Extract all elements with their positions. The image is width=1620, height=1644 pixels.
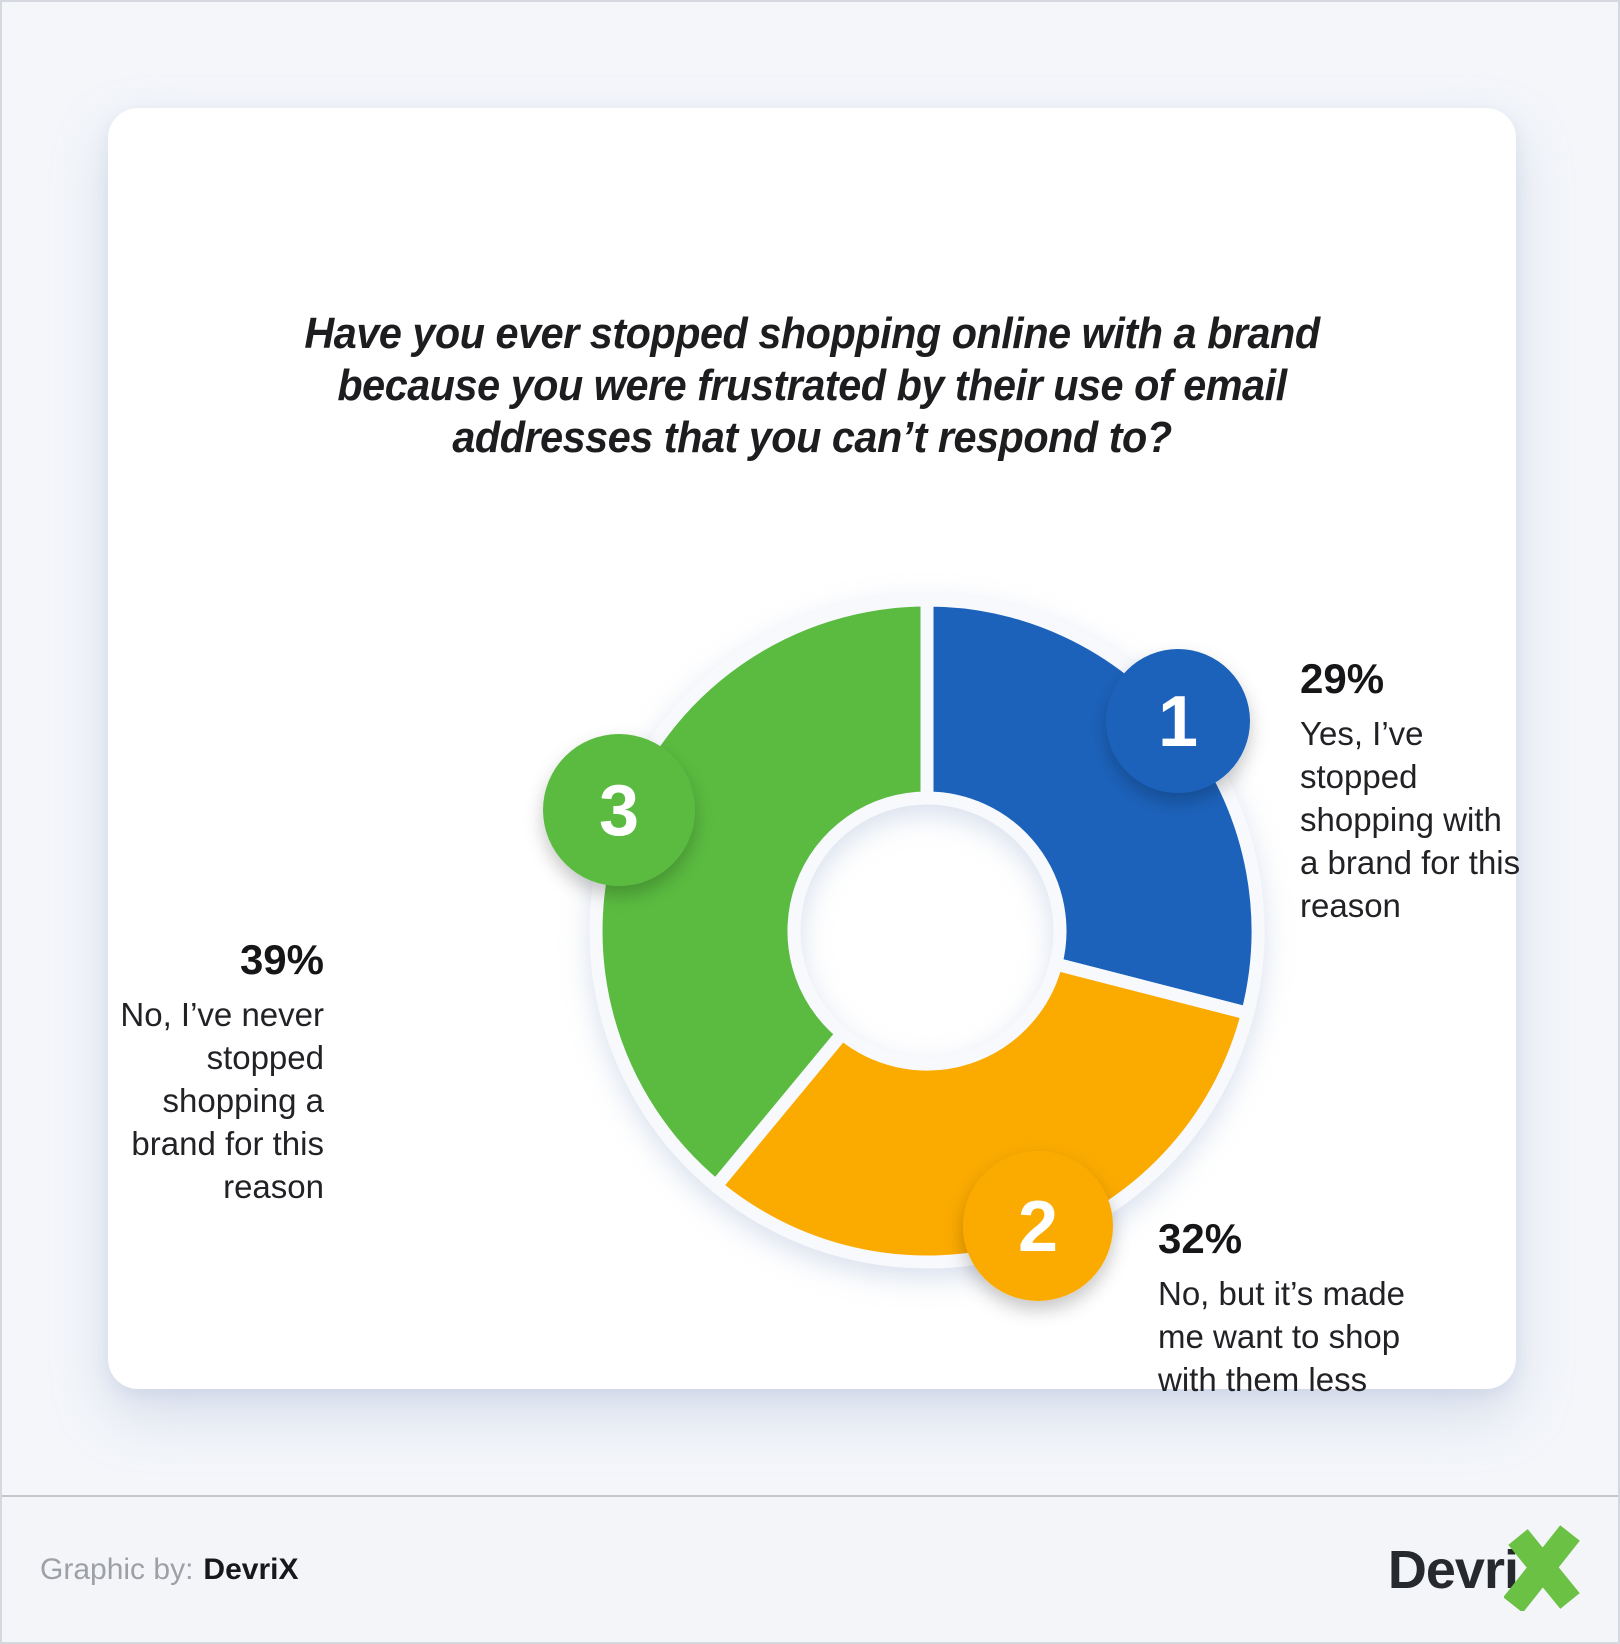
badge-number-1: 1	[1158, 682, 1198, 762]
segment-3-percent: 39%	[239, 936, 324, 983]
devrix-logo-word: Devri	[1387, 1539, 1519, 1600]
segment-1-yes-stopped	[920, 593, 1265, 1020]
segment-3-never-stopped	[589, 593, 934, 1193]
badge-number-2: 2	[1018, 1187, 1058, 1267]
badge-circle-2	[963, 1151, 1113, 1301]
badge-circle-3	[543, 734, 695, 886]
chart-title: Have you ever stopped shopping online wi…	[150, 308, 1474, 464]
segment-1-percent: 29%	[1300, 655, 1385, 702]
title-line-1: Have you ever stopped shopping online wi…	[304, 309, 1320, 358]
devrix-logo-x-icon	[1504, 1524, 1580, 1611]
chart-card: Have you ever stopped shopping online wi…	[108, 108, 1520, 1398]
credit-prefix: Graphic by:	[40, 1552, 194, 1586]
segment-3-label: 39% No, I’ve never stopped shopping a br…	[120, 936, 324, 1206]
title-line-3: addresses that you can’t respond to?	[452, 413, 1172, 462]
footer-bar: Graphic by: DevriX Devri	[2, 1495, 1618, 1642]
credit-name: DevriX	[203, 1552, 299, 1586]
devrix-logo: Devri	[1387, 1524, 1580, 1613]
segment-2-percent: 32%	[1158, 1215, 1243, 1262]
credit-text: Graphic by: DevriX	[40, 1553, 298, 1587]
title-line-2: because you were frustrated by their use…	[337, 361, 1287, 410]
segment-1-label: 29% Yes, I’ve stopped shopping with a br…	[1300, 655, 1521, 925]
badge-circle-1	[1106, 649, 1250, 793]
segment-2-label: 32% No, but it’s made me want to shop wi…	[1158, 1215, 1406, 1399]
badge-number-3: 3	[599, 771, 639, 851]
segment-2-shop-less	[709, 957, 1255, 1269]
donut-chart: 1 2 3	[543, 593, 1265, 1301]
